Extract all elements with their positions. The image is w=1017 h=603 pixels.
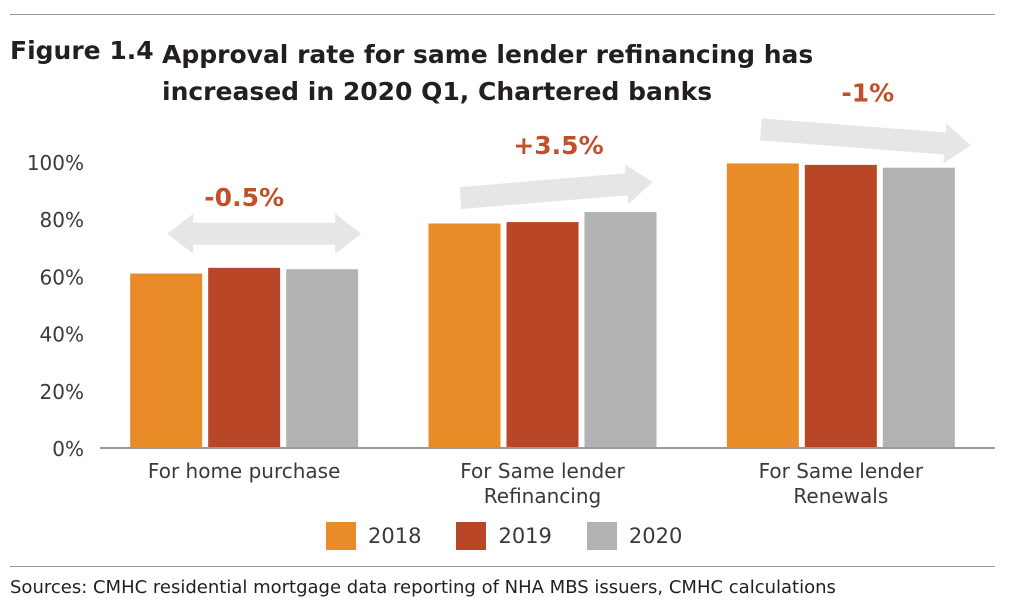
bar: [726, 163, 799, 448]
bottom-rule: [10, 566, 995, 567]
y-tick-label: 80%: [40, 208, 84, 232]
annotation-arrow: [459, 164, 653, 209]
bar: [584, 212, 657, 448]
y-tick-label: 0%: [52, 437, 84, 461]
legend-item-2019: 2019: [456, 522, 552, 550]
legend-swatch-2020: [586, 522, 617, 550]
bar: [286, 269, 359, 448]
source-note: Sources: CMHC residential mortgage data …: [10, 577, 836, 598]
x-tick-label: Refinancing: [484, 484, 601, 508]
legend-swatch-2019: [456, 522, 487, 550]
annotation-label: -0.5%: [204, 183, 284, 212]
legend-item-2018: 2018: [326, 522, 421, 550]
annotation-arrow: [167, 213, 362, 254]
y-tick-label: 40%: [40, 323, 84, 347]
figure-title: Approval rate for same lender refinancin…: [162, 40, 814, 106]
legend: 2018 2019 2020: [326, 522, 717, 550]
annotation-label: -1%: [841, 78, 894, 107]
bar: [882, 167, 955, 448]
y-tick-label: 100%: [27, 151, 84, 175]
legend-label-2019: 2019: [498, 524, 552, 548]
bar: [506, 222, 579, 448]
legend-swatch-2018: [326, 522, 356, 550]
annotation-label: +3.5%: [513, 131, 603, 160]
x-tick-label: For home purchase: [148, 459, 340, 483]
bar: [130, 273, 203, 448]
bar: [804, 164, 877, 449]
bar: [428, 223, 501, 448]
x-tick-label: For Same lender: [460, 459, 625, 483]
bar: [208, 267, 281, 448]
y-tick-label: 60%: [40, 265, 84, 289]
legend-item-2020: 2020: [586, 522, 683, 550]
x-tick-label: Renewals: [793, 484, 888, 508]
bar-chart: 0% 20% 40% 60% 80% 100% For home purchase For S…: [27, 78, 995, 508]
legend-label-2020: 2020: [628, 524, 683, 548]
x-tick-label: For Same lender: [759, 459, 924, 483]
figure-label: Figure 1.4: [10, 36, 154, 65]
annotation-arrow: [760, 118, 971, 164]
top-rule: [10, 14, 995, 15]
y-tick-label: 20%: [40, 380, 84, 404]
legend-label-2018: 2018: [368, 524, 422, 548]
